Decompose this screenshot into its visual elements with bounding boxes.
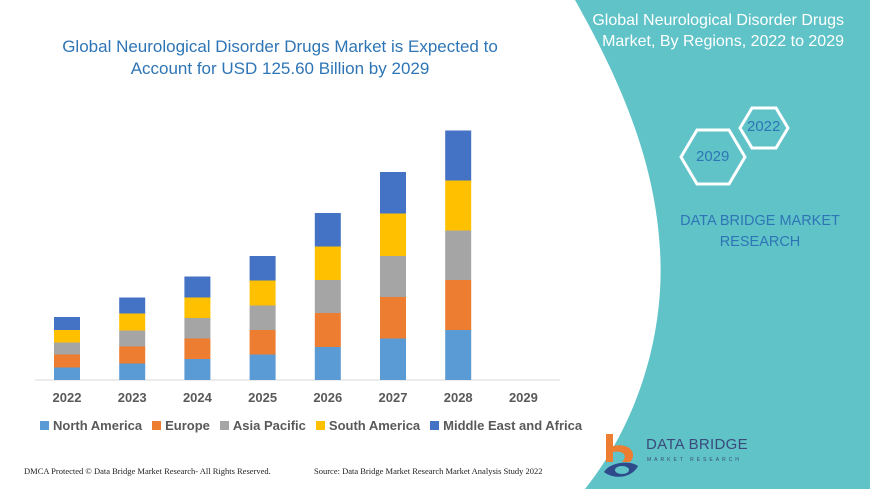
bar-2025-europe <box>249 330 276 355</box>
bar-2027-asia-pacific <box>380 256 406 297</box>
hex-label-2029: 2029 <box>696 148 730 165</box>
bar-2028-asia-pacific <box>445 230 472 280</box>
bar-2028-europe <box>445 280 472 330</box>
legend-swatch <box>219 421 229 430</box>
panel-title: Global Neurological Disorder Drugs Marke… <box>592 12 844 50</box>
x-tick-label: 2022 <box>53 390 82 405</box>
x-tick-label: 2027 <box>379 390 408 405</box>
bar-2024-europe <box>184 338 211 359</box>
x-tick-label: 2029 <box>509 390 538 405</box>
bar-2027-europe <box>380 297 406 339</box>
bar-2025-middle-east-and-africa <box>249 256 276 281</box>
legend-label: South America <box>328 418 421 433</box>
logo-name: DATA BRIDGE <box>646 436 748 453</box>
legend-item: Asia Pacific <box>219 418 306 433</box>
bar-2022-south-america <box>54 330 80 343</box>
footer-source: Source: Data Bridge Market Research Mark… <box>314 466 543 476</box>
bar-2022-europe <box>54 354 80 368</box>
bar-2026-north-america <box>314 347 341 380</box>
legend-label: Europe <box>165 418 210 433</box>
bar-2025-south-america <box>249 280 276 306</box>
x-tick-label: 2024 <box>183 390 213 405</box>
x-tick-label: 2028 <box>444 390 473 405</box>
bar-2023-north-america <box>119 363 146 380</box>
bar-2024-asia-pacific <box>184 318 211 339</box>
legend-label: North America <box>53 418 143 433</box>
bar-2025-north-america <box>249 354 276 380</box>
bar-2027-south-america <box>380 213 406 256</box>
legend-label: Asia Pacific <box>232 418 306 433</box>
bar-2025-asia-pacific <box>249 305 276 330</box>
data-bridge-logo-icon <box>604 434 638 477</box>
bar-2028-north-america <box>445 330 472 380</box>
x-tick-label: 2023 <box>118 390 147 405</box>
legend-swatch <box>315 421 325 430</box>
hexagon-2022 <box>738 106 790 150</box>
brand-text: DATA BRIDGE MARKET RESEARCH <box>680 213 840 250</box>
bar-2023-europe <box>119 346 146 364</box>
bar-2026-europe <box>314 313 341 347</box>
x-tick-label: 2025 <box>248 390 277 405</box>
bar-2026-asia-pacific <box>314 280 341 313</box>
bar-2024-south-america <box>184 297 211 318</box>
chart-title: Global Neurological Disorder Drugs Marke… <box>62 37 498 78</box>
bar-2023-south-america <box>119 313 146 331</box>
legend-swatch <box>40 421 49 430</box>
logo-subtitle: MARKET RESEARCH <box>647 457 742 463</box>
legend-swatch <box>430 421 440 430</box>
bar-2022-north-america <box>54 367 80 380</box>
bar-2023-asia-pacific <box>119 330 146 347</box>
bar-2027-north-america <box>380 338 406 380</box>
hex-label-2022: 2022 <box>747 118 781 135</box>
bar-2022-middle-east-and-africa <box>54 317 80 330</box>
bar-2024-middle-east-and-africa <box>184 276 211 298</box>
bar-2028-middle-east-and-africa <box>445 130 472 181</box>
bar-2028-south-america <box>445 180 472 231</box>
legend-swatch <box>152 421 162 430</box>
hexagon-2029 <box>679 128 747 186</box>
bar-2023-middle-east-and-africa <box>119 297 146 314</box>
legend-item: South America <box>315 418 421 433</box>
legend-item: Middle East and Africa <box>430 418 582 433</box>
legend: North America Europe Asia Pacific South Ame… <box>40 418 582 433</box>
x-tick-label: 2026 <box>313 390 342 405</box>
bar-2027-middle-east-and-africa <box>380 172 406 214</box>
legend-label: Middle East and Africa <box>443 418 583 433</box>
legend-item: North America <box>40 418 142 433</box>
bar-2024-north-america <box>184 359 211 380</box>
bar-2026-south-america <box>314 246 341 280</box>
bar-2026-middle-east-and-africa <box>314 213 341 247</box>
bar-2022-asia-pacific <box>54 342 80 355</box>
legend-item: Europe <box>152 418 210 433</box>
footer-copyright: DMCA Protected © Data Bridge Market Rese… <box>24 466 271 476</box>
